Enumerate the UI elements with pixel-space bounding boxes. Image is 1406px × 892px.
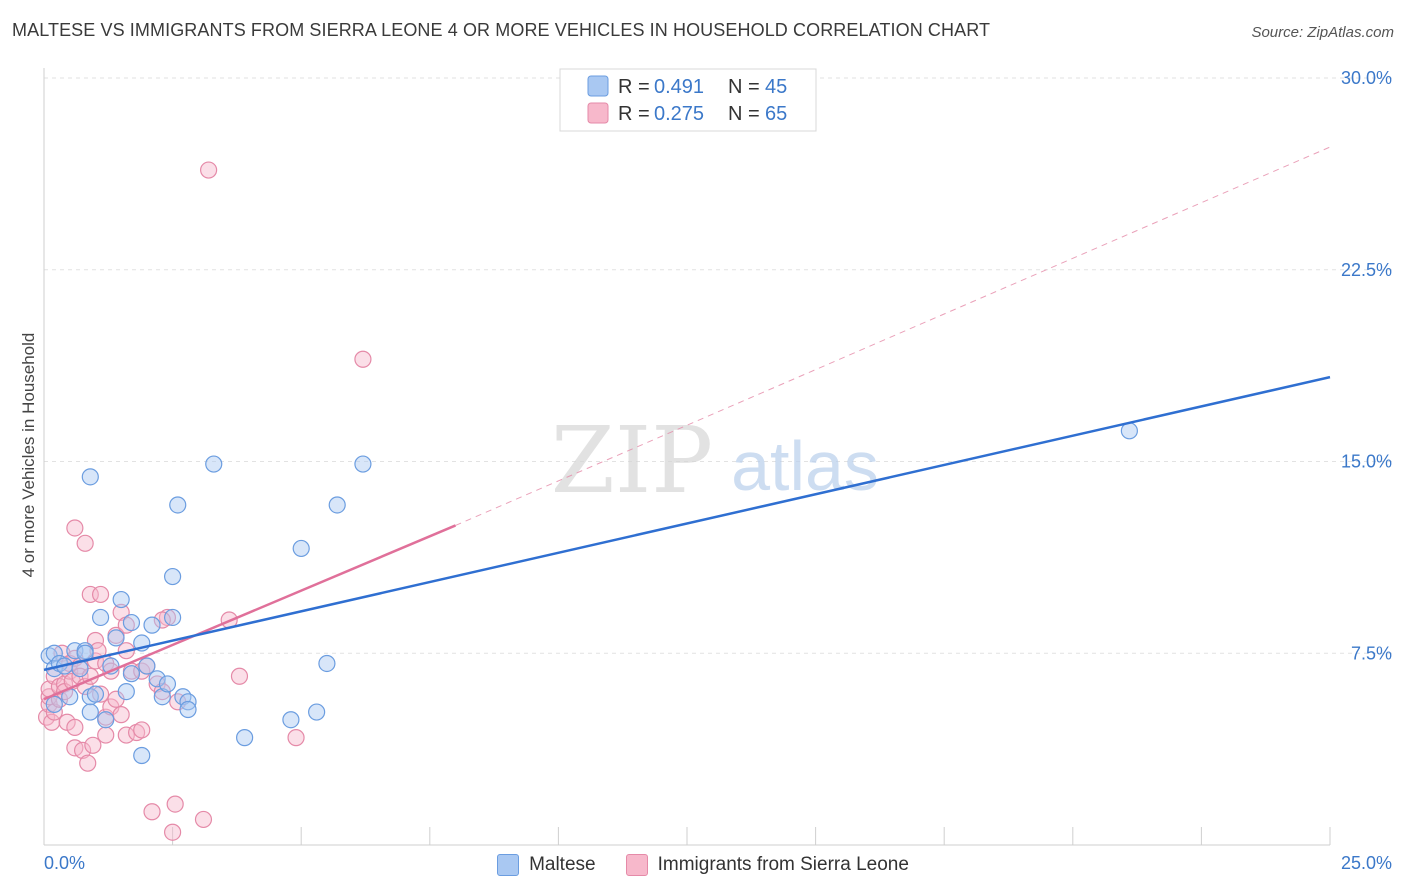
data-point-maltese [205, 455, 223, 473]
x-tick-label-max: 25.0% [1341, 853, 1392, 873]
data-point-sierra-leone [164, 823, 182, 841]
data-point-sierra-leone [97, 726, 115, 744]
data-point-sierra-leone [91, 685, 110, 703]
legend-r-value-maltese: 0.491 [654, 76, 704, 98]
data-point-sierra-leone [76, 534, 94, 552]
data-point-maltese [138, 657, 156, 675]
data-point-maltese [308, 703, 326, 721]
data-point-maltese [292, 539, 310, 558]
data-point-sierra-leone [287, 729, 305, 747]
data-point-maltese [282, 711, 300, 729]
watermark-atlas: atlas [731, 427, 879, 505]
legend-n-value-sierra-leone: 65 [765, 103, 787, 125]
legend-label-maltese: Maltese [529, 854, 596, 875]
legend-swatch-sierra-leone [587, 102, 609, 124]
data-point-sierra-leone [166, 795, 184, 813]
data-point-sierra-leone [86, 631, 105, 650]
data-point-sierra-leone [143, 803, 161, 821]
chart-source: Source: ZipAtlas.com [1251, 24, 1394, 41]
chart-title: MALTESE VS IMMIGRANTS FROM SIERRA LEONE … [12, 20, 991, 40]
x-tick-label-min: 0.0% [44, 853, 85, 873]
legend-item-maltese[interactable]: Maltese [497, 854, 596, 876]
data-point-maltese [91, 608, 110, 627]
data-point-maltese [97, 711, 115, 729]
data-point-sierra-leone [133, 721, 151, 739]
data-point-sierra-leone [153, 611, 171, 629]
data-point-maltese [45, 644, 63, 662]
axes [43, 68, 1331, 846]
tick-labels: 7.5% 15.0% 22.5% 30.0% 0.0% 25.0% [44, 68, 1392, 873]
data-point-maltese [107, 629, 125, 647]
series-legend: Maltese Immigrants from Sierra Leone [0, 851, 1406, 879]
data-point-sierra-leone [112, 603, 130, 621]
watermark: ZIP atlas [551, 407, 879, 514]
data-point-maltese [117, 682, 135, 701]
legend-box: R = 0.491 N = 45 R = 0.275 N = 65 [559, 68, 817, 132]
data-point-maltese [153, 688, 171, 706]
data-point-maltese [86, 685, 105, 703]
legend-item-sierra-leone[interactable]: Immigrants from Sierra Leone [625, 854, 909, 876]
y-tick-label: 30.0% [1341, 68, 1392, 88]
data-point-maltese [122, 613, 141, 632]
data-point-sierra-leone [73, 741, 92, 760]
data-point-maltese [112, 590, 130, 609]
data-point-maltese [158, 675, 177, 693]
data-point-maltese [164, 567, 182, 586]
legend-swatch-maltese [587, 75, 609, 97]
data-point-sierra-leone [200, 161, 218, 179]
y-tick-label: 7.5% [1351, 643, 1392, 663]
y-tick-label: 15.0% [1341, 452, 1392, 472]
data-point-sierra-leone [66, 718, 84, 736]
data-point-sierra-leone [79, 754, 97, 772]
data-point-sierra-leone [84, 736, 102, 754]
legend-r-value-sierra-leone: 0.275 [654, 103, 704, 125]
data-point-sierra-leone [230, 667, 249, 685]
legend-r-label-sierra-leone: R = [618, 103, 650, 125]
data-point-maltese [169, 496, 187, 514]
data-point-sierra-leone [66, 519, 84, 537]
legend-swatch-maltese-bottom [497, 854, 520, 876]
trend-line-sierra-leone-extension [455, 146, 1331, 526]
data-point-maltese [328, 496, 346, 514]
data-point-maltese [45, 695, 63, 713]
trend-line-maltese [43, 375, 1331, 672]
data-point-sierra-leone [194, 810, 213, 829]
gridlines [44, 77, 1392, 654]
data-point-maltese [143, 616, 161, 634]
legend-swatch-sierra-leone-bottom [625, 854, 648, 876]
trend-lines [43, 146, 1331, 701]
y-axis-label: 4 or more Vehicles in Household [19, 333, 38, 578]
data-point-maltese [122, 665, 141, 683]
data-point-maltese [179, 700, 197, 719]
data-point-sierra-leone [91, 585, 110, 604]
data-point-maltese [164, 608, 182, 627]
data-point-maltese [81, 468, 99, 486]
legend-label-sierra-leone: Immigrants from Sierra Leone [657, 854, 909, 875]
data-point-sierra-leone [133, 662, 151, 680]
data-point-maltese [81, 703, 99, 721]
data-point-sierra-leone [354, 350, 372, 368]
y-tick-label: 22.5% [1341, 260, 1392, 280]
data-point-maltese [148, 670, 166, 688]
legend-n-value-maltese: 45 [765, 76, 787, 98]
series-sierra-leone-points [37, 161, 372, 841]
data-point-sierra-leone [112, 706, 130, 724]
data-point-maltese [236, 729, 254, 747]
data-point-sierra-leone [117, 726, 135, 744]
trend-line-sierra-leone [43, 524, 457, 701]
legend-n-label-sierra-leone: N = [728, 103, 760, 125]
data-point-maltese [133, 746, 151, 765]
legend-r-label-maltese: R = [618, 76, 650, 98]
watermark-zip: ZIP [551, 407, 713, 514]
legend-n-label-maltese: N = [728, 76, 760, 98]
data-point-maltese [354, 455, 372, 473]
data-point-maltese [174, 688, 192, 706]
data-point-maltese [318, 654, 336, 673]
